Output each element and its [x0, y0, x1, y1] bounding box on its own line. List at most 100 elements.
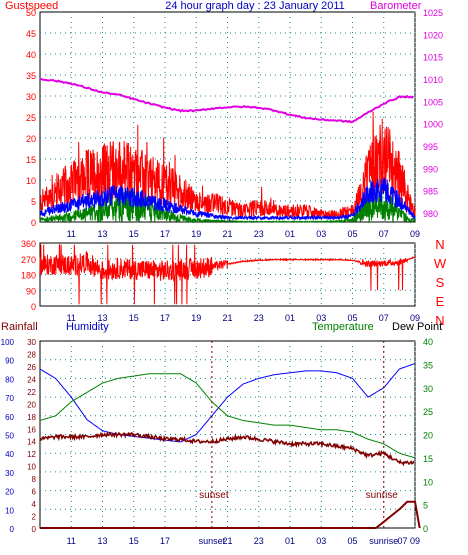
- wind-left-tick: 15: [26, 155, 36, 165]
- wind-x-tick: 23: [254, 229, 264, 239]
- baro-tick: 1005: [423, 97, 443, 107]
- wind-x-tick: 11: [67, 229, 76, 239]
- wind-left-tick: 30: [26, 92, 36, 102]
- temp-tick: 25: [423, 407, 433, 417]
- humidity-series: [39, 363, 415, 443]
- chart-title: 24 hour graph day : 23 January 2011: [165, 0, 345, 12]
- direction-compass-label: E: [436, 294, 445, 309]
- direction-x-tick: 23: [254, 313, 264, 323]
- wind-left-tick: 5: [31, 197, 36, 207]
- wind-x-tick: 19: [191, 229, 201, 239]
- direction-x-tick: 09: [410, 313, 420, 323]
- thermo-x-tick: 05: [347, 536, 357, 546]
- rain-tick: 2: [32, 513, 37, 522]
- wind-x-tick: 17: [160, 229, 170, 239]
- temp-tick: 0: [423, 524, 428, 534]
- baro-tick: 1000: [423, 120, 443, 130]
- rain-tick: 20: [27, 400, 36, 409]
- temp-tick: 15: [423, 454, 433, 464]
- direction-chart-frame: [39, 242, 416, 307]
- thermo-x-tick: 21: [222, 536, 232, 546]
- gustspeed-series: [39, 111, 416, 220]
- baro-tick: 1010: [423, 75, 443, 85]
- baro-tick: 1020: [423, 30, 443, 40]
- rain-tick: 4: [32, 500, 37, 509]
- rain-tick: 30: [27, 338, 36, 347]
- thermo-x-tick: sunrise: [369, 536, 398, 546]
- thermo-x-tick: sunset: [199, 536, 226, 546]
- humidity-tick: 20: [5, 488, 14, 497]
- temp-tick: 10: [423, 477, 433, 487]
- rain-tick: 0: [32, 525, 37, 534]
- baro-tick: 990: [423, 164, 438, 174]
- thermo-x-tick: 11: [67, 536, 76, 546]
- humidity-tick: 60: [5, 413, 14, 422]
- baro-tick: 995: [423, 142, 438, 152]
- direction-left-tick: 270: [21, 255, 36, 265]
- sunrise-annotation: sunrise: [366, 490, 399, 501]
- direction-series: [39, 244, 416, 305]
- direction-left-tick: 360: [21, 239, 36, 249]
- temperature-series: [39, 373, 415, 459]
- direction-x-tick: 07: [379, 313, 389, 323]
- rain-tick: 26: [27, 363, 36, 372]
- humidity-tick: 70: [5, 394, 14, 403]
- wind-left-tick: 0: [31, 218, 36, 228]
- thermo-x-tick: 03: [316, 536, 326, 546]
- rain-tick: 16: [27, 425, 36, 434]
- wind-x-tick: 13: [97, 229, 107, 239]
- wind-x-tick: 01: [285, 229, 295, 239]
- rainfall-series: [40, 500, 421, 529]
- rain-tick: 22: [27, 388, 36, 397]
- direction-x-tick: 19: [191, 313, 201, 323]
- wind-left-tick: 20: [26, 134, 36, 144]
- thermo-x-tick: 07: [397, 536, 407, 546]
- barometer-series: [39, 78, 415, 124]
- wind-x-tick: 09: [410, 229, 420, 239]
- baro-tick: 1015: [423, 53, 443, 63]
- sunset-annotation: sunset: [199, 490, 229, 501]
- humidity-tick: 100: [1, 338, 15, 347]
- direction-compass-label: W: [434, 256, 447, 271]
- humidity-tick: 0: [10, 525, 15, 534]
- temp-tick: 30: [423, 384, 433, 394]
- wind-left-tick: 35: [26, 71, 36, 81]
- direction-x-tick: 01: [285, 313, 295, 323]
- rain-tick: 10: [27, 463, 36, 472]
- direction-x-tick: 05: [347, 313, 357, 323]
- wind-x-tick: 07: [379, 229, 389, 239]
- barometer-label: Barometer: [370, 0, 422, 12]
- gustspeed-label: Gustspeed: [5, 0, 58, 12]
- humidity-tick: 80: [5, 375, 14, 384]
- windspeed-green-series: [39, 188, 416, 224]
- humidity-tick: 90: [5, 357, 14, 366]
- rain-tick: 12: [27, 450, 36, 459]
- direction-x-tick: 13: [97, 313, 107, 323]
- thermo-x-tick: 17: [160, 536, 170, 546]
- humidity-tick: 50: [5, 432, 14, 441]
- rain-tick: 14: [27, 438, 36, 447]
- baro-tick: 980: [423, 209, 438, 219]
- wind-left-tick: 45: [26, 29, 36, 39]
- rain-tick: 18: [27, 413, 36, 422]
- rain-tick: 6: [32, 488, 37, 497]
- dewpoint-series: [39, 431, 415, 467]
- direction-x-tick: 17: [160, 313, 170, 323]
- direction-left-tick: 180: [21, 271, 36, 281]
- rain-tick: 24: [27, 375, 36, 384]
- humidity-tick: 10: [5, 506, 14, 515]
- thermo-x-tick: 23: [254, 536, 264, 546]
- wind-x-tick: 21: [222, 229, 232, 239]
- direction-x-tick: 11: [67, 313, 76, 323]
- wind-left-tick: 10: [26, 176, 36, 186]
- windspeed-blue-series: [39, 177, 416, 222]
- thermo-x-tick: 01: [285, 536, 295, 546]
- thermo-x-tick: 13: [97, 536, 107, 546]
- temp-tick: 20: [423, 431, 433, 441]
- dewpoint-label: Dew Point: [392, 321, 442, 333]
- wind-left-tick: 50: [26, 8, 36, 18]
- direction-compass-label: S: [436, 275, 445, 290]
- thermo-x-tick: 15: [129, 536, 139, 546]
